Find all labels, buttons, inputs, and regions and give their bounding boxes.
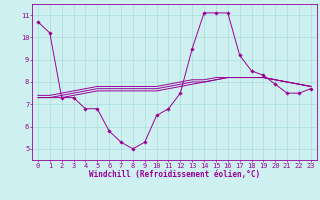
X-axis label: Windchill (Refroidissement éolien,°C): Windchill (Refroidissement éolien,°C) [89, 170, 260, 179]
